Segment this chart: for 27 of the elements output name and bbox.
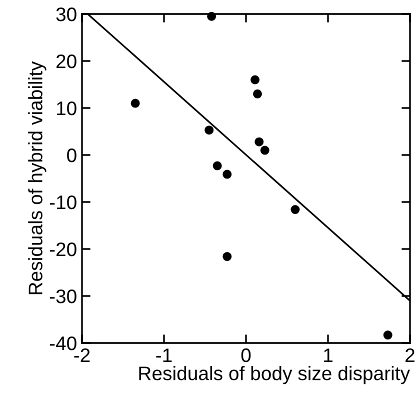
point	[204, 126, 214, 135]
point	[207, 12, 216, 21]
point	[252, 89, 262, 98]
point	[222, 252, 232, 262]
x-tick-label: 1	[324, 348, 332, 362]
y-tick-label: 20	[56, 54, 76, 68]
x-tick-label: 2	[406, 348, 414, 362]
x-axis-title: Residuals of body size disparity	[139, 366, 410, 384]
point	[212, 161, 222, 170]
y-tick-label: 0	[67, 148, 76, 162]
point	[222, 170, 232, 179]
y-tick-label: 30	[56, 7, 76, 22]
point	[260, 146, 270, 155]
y-tick-label: -30	[50, 289, 76, 304]
x-tick-label: -2	[74, 348, 90, 362]
y-axis-title: Residuals of hybrid viability	[28, 61, 46, 294]
x-tick-label: 0	[241, 348, 251, 362]
point	[250, 75, 260, 84]
point	[130, 98, 140, 108]
y-tick-label: -40	[50, 336, 76, 350]
x-tick-label: -1	[156, 348, 172, 362]
y-tick-label: -20	[50, 242, 76, 256]
point	[254, 137, 264, 146]
y-tick-label: -10	[50, 195, 76, 210]
point	[290, 205, 300, 214]
y-tick-label: 10	[56, 101, 76, 116]
point	[383, 330, 392, 340]
